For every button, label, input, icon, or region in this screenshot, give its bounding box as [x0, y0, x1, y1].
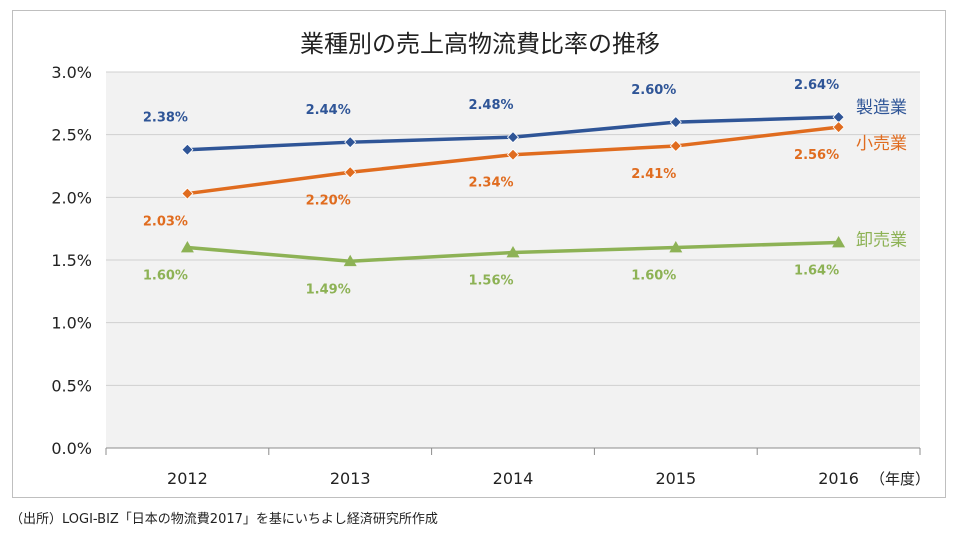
data-label-retail: 2.34% [468, 176, 513, 191]
data-label-manufacturing: 2.48% [468, 98, 513, 113]
y-tick-label: 3.0% [51, 63, 92, 82]
x-tick-label: 2014 [493, 469, 534, 488]
series-name-retail: 小売業 [856, 134, 907, 154]
data-label-wholesale: 1.56% [468, 273, 513, 288]
labels-layer: 2.38% 2.44% 2.48% 2.60% 2.64% 製造業 2.03% 2.20% 2.… [143, 78, 907, 297]
data-point-wholesale [343, 254, 357, 267]
x-tick-label: 2012 [167, 469, 208, 488]
data-point-retail [181, 187, 194, 200]
data-label-retail: 2.20% [306, 193, 351, 208]
data-point-wholesale [506, 245, 520, 258]
data-label-retail: 2.41% [631, 167, 676, 182]
series-name-manufacturing: 製造業 [856, 98, 907, 118]
data-label-manufacturing: 2.44% [306, 103, 351, 118]
data-point-retail [344, 166, 357, 179]
data-label-wholesale: 1.60% [143, 268, 188, 283]
data-point-manufacturing [181, 143, 194, 156]
data-point-wholesale [669, 240, 683, 253]
data-point-wholesale [180, 240, 194, 253]
data-point-wholesale [832, 235, 846, 248]
x-axis-unit-label: （年度） [870, 470, 930, 488]
data-point-retail [506, 148, 520, 161]
data-label-manufacturing: 2.60% [631, 83, 676, 98]
series-layer [180, 111, 846, 267]
data-label-retail: 2.03% [143, 215, 188, 230]
series-name-wholesale: 卸売業 [856, 230, 907, 250]
y-tick-label: 0.5% [51, 376, 92, 395]
axes: 0.0% 0.5% 1.0% 1.5% 2.0% 2.5% 3.0% 2012 2013 2014… [51, 63, 921, 488]
data-label-wholesale: 1.49% [306, 282, 351, 297]
source-note: （出所）LOGI-BIZ「日本の物流費2017」を基にいちよし経済研究所作成 [10, 512, 438, 527]
y-tick-label: 2.0% [51, 188, 92, 207]
data-label-manufacturing: 2.38% [143, 111, 188, 126]
data-point-manufacturing [506, 131, 520, 144]
data-label-retail: 2.56% [794, 148, 839, 163]
x-tick-label: 2013 [330, 469, 371, 488]
chart-title: 業種別の売上高物流費比率の推移 [300, 30, 660, 58]
data-point-manufacturing [344, 136, 357, 149]
data-point-retail [669, 139, 682, 153]
y-tick-label: 0.0% [51, 439, 92, 458]
x-tick-label: 2016 [818, 469, 859, 488]
data-label-wholesale: 1.64% [794, 263, 839, 278]
y-tick-label: 1.5% [51, 251, 92, 270]
data-label-wholesale: 1.60% [631, 268, 676, 283]
x-tick-label: 2015 [655, 469, 696, 488]
data-point-manufacturing [669, 116, 682, 129]
data-label-manufacturing: 2.64% [794, 78, 839, 93]
y-tick-label: 2.5% [51, 126, 92, 145]
y-tick-label: 1.0% [51, 314, 92, 333]
data-point-retail [832, 121, 845, 134]
